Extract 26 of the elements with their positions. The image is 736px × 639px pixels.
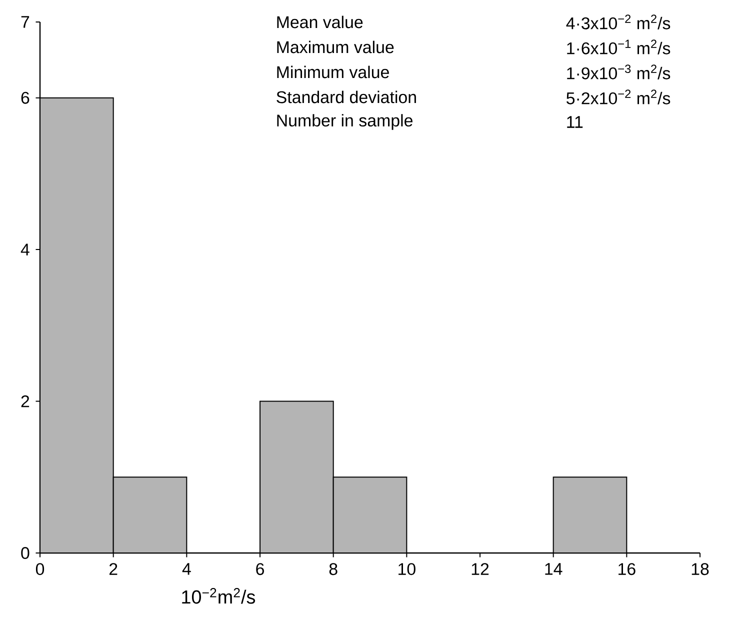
x-tick-label: 0: [36, 563, 44, 576]
x-tick-label: 16: [618, 563, 636, 576]
annotation: 11: [567, 116, 583, 128]
annotation: 1·6x10$^{−1}$ m$^{2}$/s: [567, 40, 670, 54]
y-tick-label: 7: [21, 16, 30, 28]
x-tick-label: 6: [256, 563, 264, 576]
annotation: 1·9x10$^{−3}$ m$^{2}$/s: [567, 64, 670, 80]
annotation: 5·2x10$^{−2}$ m$^{2}$/s: [566, 90, 670, 104]
y-tick-label: 0: [21, 546, 30, 559]
x-tick-label: 2: [109, 563, 118, 575]
annotation: Standard deviation: [276, 90, 416, 104]
annotation: Number in sample: [277, 114, 412, 130]
x-tick-label: 12: [472, 563, 489, 575]
x-tick-label: 4: [182, 563, 191, 575]
annotation: Minimum value: [277, 66, 389, 78]
annotation: Maximum value: [277, 40, 394, 54]
y-tick-label: 2: [21, 395, 30, 408]
y-tick-label: 4: [20, 244, 30, 256]
annotation: 4·3x10$^{−2}$ m$^{2}$/s: [566, 14, 670, 30]
x-tick-label: 10: [398, 563, 416, 576]
x-tick-label: 18: [692, 563, 709, 576]
x-axis-title: 10$^{−2}$m$^{2}$/s: [182, 588, 256, 604]
y-tick-label: 6: [21, 92, 30, 104]
annotation: Mean value: [277, 16, 363, 28]
x-tick-label: 14: [545, 563, 562, 575]
x-tick-label: 8: [329, 563, 338, 576]
